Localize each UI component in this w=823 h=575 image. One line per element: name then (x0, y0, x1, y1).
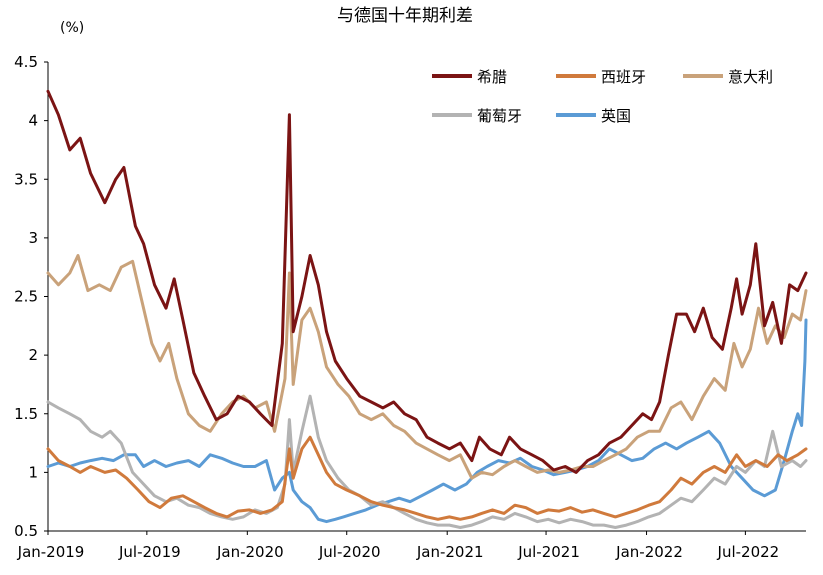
y-tick-label: 1 (28, 463, 38, 481)
y-tick-label: 2 (28, 346, 38, 364)
y-axis-unit: (%) (60, 20, 84, 36)
y-tick-label: 0.5 (14, 522, 38, 540)
x-axis-ticks: Jan-2019 Jul-2019 Jan-2020 Jul-2020 Jan-2021… (17, 531, 780, 561)
legend-label: 意大利 (728, 68, 773, 86)
y-tick-label: 4.5 (14, 53, 38, 71)
y-tick-label: 1.5 (14, 405, 38, 423)
legend-label: 葡萄牙 (477, 107, 522, 125)
x-tick-label: Jul-2019 (118, 543, 181, 561)
x-tick-label: Jan-2020 (216, 543, 284, 561)
series-line-0 (46, 89, 808, 474)
series-line-1 (46, 435, 808, 521)
x-tick-label: Jan-2022 (615, 543, 683, 561)
series-line-4 (46, 318, 808, 524)
series-line-2 (46, 254, 808, 480)
y-tick-label: 4 (28, 112, 38, 130)
y-tick-label: 3.5 (14, 170, 38, 188)
series-lines (46, 89, 808, 529)
legend-label: 英国 (601, 107, 631, 125)
x-tick-label: Jul-2021 (517, 543, 580, 561)
y-tick-label: 3 (28, 229, 38, 247)
x-tick-label: Jul-2020 (318, 543, 381, 561)
x-tick-label: Jan-2021 (416, 543, 484, 561)
series-line-3 (46, 394, 808, 529)
legend-label: 西班牙 (601, 68, 646, 86)
x-tick-label: Jul-2022 (717, 543, 780, 561)
chart-title: 与德国十年期利差 (337, 6, 473, 26)
y-axis-ticks: 0.5 1 1.5 2 2.5 3 3.5 4 4.5 (14, 53, 48, 540)
x-tick-label: Jan-2019 (17, 543, 85, 561)
legend-label: 希腊 (477, 68, 507, 86)
y-tick-label: 2.5 (14, 288, 38, 306)
